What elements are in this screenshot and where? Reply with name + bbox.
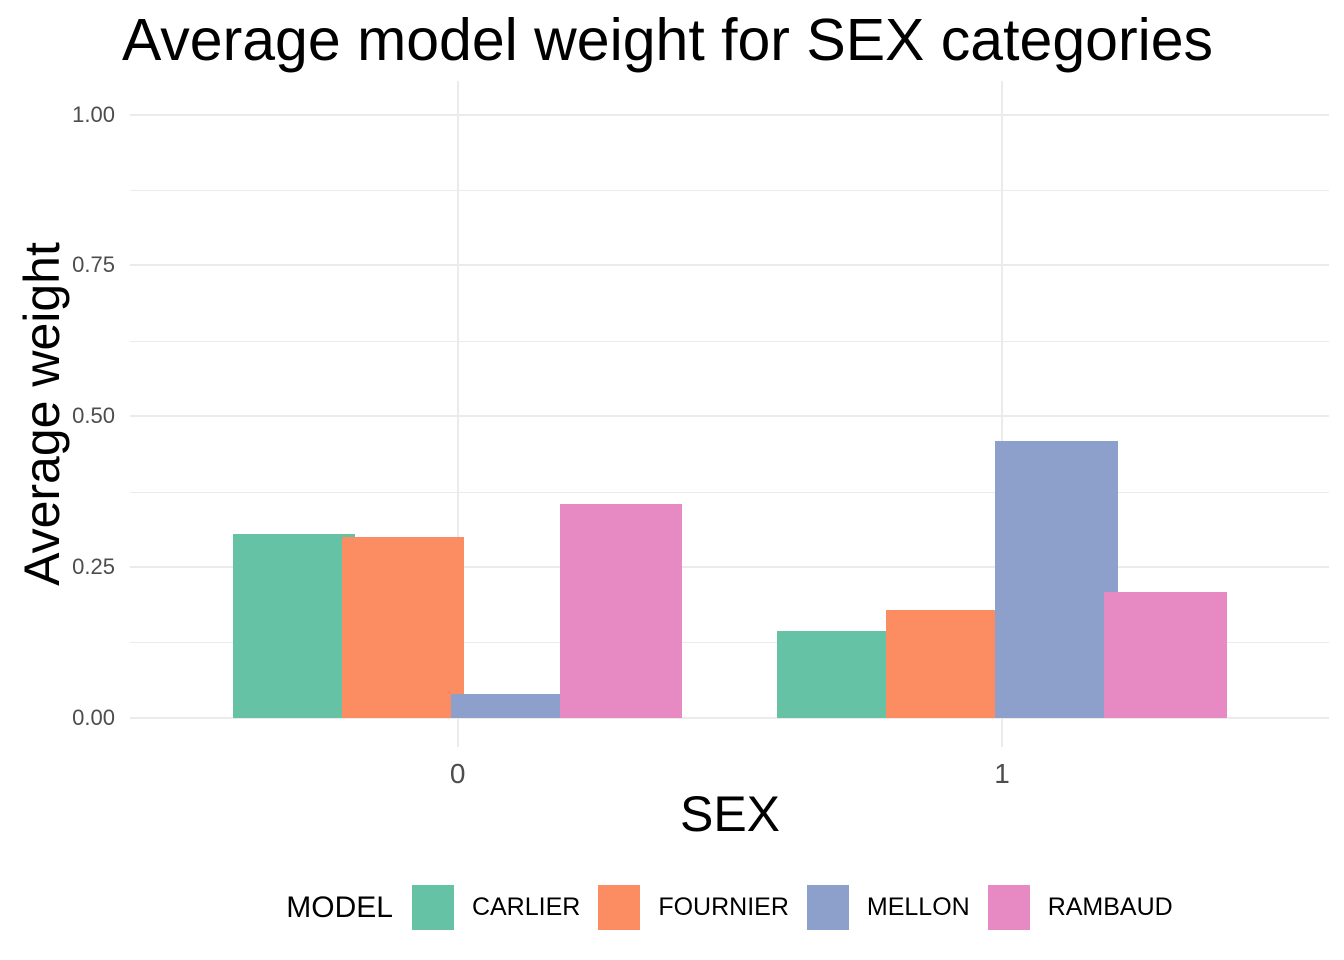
- legend-item-carlier: CARLIER: [411, 885, 581, 930]
- bar-mellon-cat0: [450, 694, 574, 719]
- x-tick-label: 0: [449, 758, 466, 789]
- legend-swatch-rambaud: [987, 885, 1030, 930]
- gridline-major: [130, 415, 1329, 418]
- bar-carlier-cat1: [777, 630, 900, 719]
- legend-label: FOURNIER: [658, 893, 789, 921]
- y-tick-label: 0.75: [72, 252, 115, 278]
- gridline-minor: [130, 190, 1329, 192]
- gridline-vertical: [1001, 81, 1003, 747]
- bar-mellon-cat1: [995, 440, 1118, 719]
- y-tick-label: 0.00: [72, 704, 115, 730]
- bar-rambaud-cat0: [559, 504, 683, 719]
- bar-rambaud-cat1: [1104, 591, 1227, 719]
- gridline-major: [130, 565, 1329, 568]
- gridline-vertical: [456, 81, 459, 747]
- bar-fournier-cat1: [886, 609, 1009, 719]
- bar-carlier-cat0: [232, 534, 356, 719]
- chart-title: Average model weight for SEX categories: [122, 7, 1214, 73]
- legend-swatch-fournier: [598, 885, 641, 930]
- legend-label: CARLIER: [471, 893, 581, 921]
- gridline-minor: [130, 642, 1329, 644]
- plot-panel: [130, 81, 1329, 747]
- legend-label: MELLON: [866, 893, 970, 921]
- legend-item-mellon: MELLON: [806, 885, 970, 930]
- y-tick-label: 0.25: [72, 553, 115, 579]
- legend-swatch-carlier: [411, 885, 454, 930]
- legend-label: RAMBAUD: [1047, 893, 1173, 921]
- legend-item-fournier: FOURNIER: [598, 885, 789, 930]
- gridline-major: [130, 716, 1329, 719]
- gridline-major: [130, 113, 1329, 116]
- legend-item-rambaud: RAMBAUD: [987, 885, 1173, 930]
- legend-swatch-mellon: [806, 885, 849, 930]
- legend-title: MODEL: [286, 890, 393, 924]
- bar-fournier-cat0: [341, 537, 465, 719]
- x-axis-title: SEX: [679, 786, 781, 842]
- legend: MODEL CARLIER FOURNIER MELLON RAMBAUD: [130, 885, 1329, 930]
- gridline-minor: [130, 340, 1329, 342]
- y-tick-label: 1.00: [72, 101, 115, 127]
- gridline-major: [130, 264, 1329, 267]
- y-tick-label: 0.50: [72, 403, 115, 429]
- x-tick-label: 1: [994, 758, 1010, 789]
- gridline-minor: [130, 491, 1329, 493]
